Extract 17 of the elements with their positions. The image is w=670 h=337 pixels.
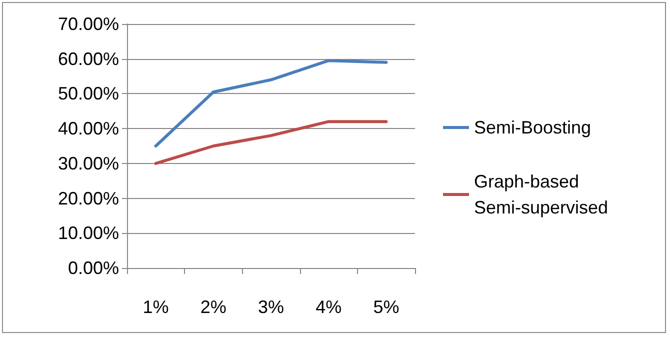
y-tick-label: 30.00% [58,153,119,174]
y-tick-label: 50.00% [58,84,119,104]
x-tick-label: 5% [373,297,400,317]
y-tick-label: 0.00% [68,258,119,278]
y-tick-label: 20.00% [58,188,119,208]
legend-label: Semi-Boosting [474,118,592,138]
y-tick-label: 10.00% [58,223,119,244]
legend-label: Graph-based Semi-supervised [474,172,608,218]
y-tick-label: 40.00% [58,118,119,139]
line-series [154,59,388,148]
line-series [154,120,388,165]
x-tick-label: 1% [142,297,169,317]
y-tick-label: 60.00% [58,48,119,69]
x-tick-label: 2% [200,297,226,317]
y-tick-label: 70.00% [58,14,119,34]
x-tick-label: 4% [316,297,342,317]
x-tick-label: 3% [258,297,284,317]
